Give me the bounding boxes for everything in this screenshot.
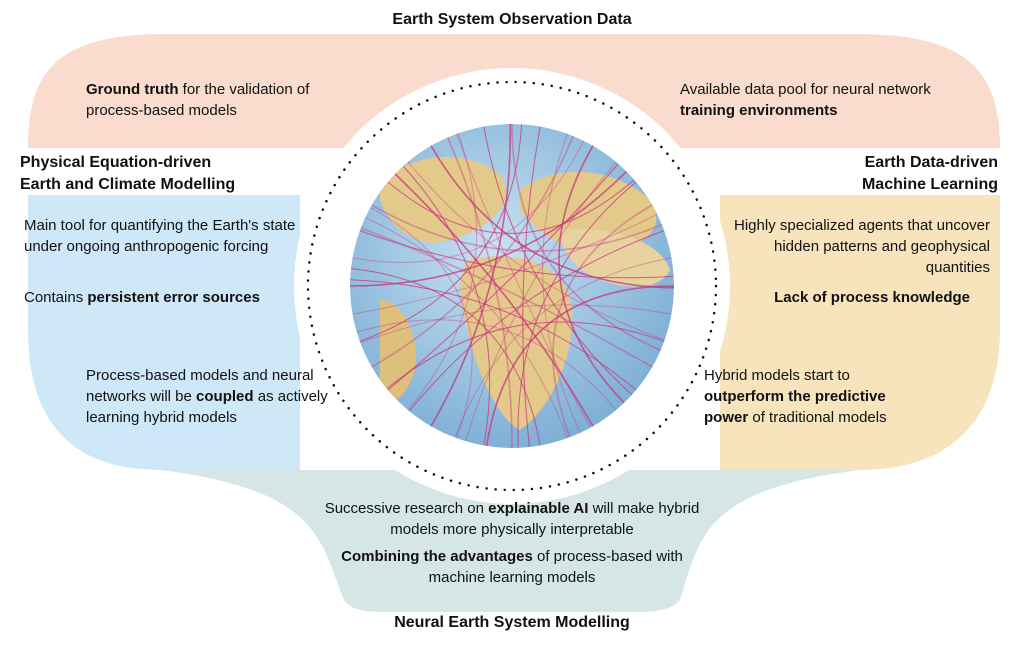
right-lower-pre: Hybrid models start to [704, 367, 850, 384]
network-chord [446, 137, 513, 448]
network-chord [522, 126, 541, 448]
network-chord [371, 135, 574, 368]
network-chord [394, 173, 594, 427]
left-upper-main: Main tool for quantifying the Earth's st… [24, 217, 296, 255]
left-upper-pre: Contains [24, 289, 88, 306]
left-heading: Physical Equation-driven Earth and Clima… [20, 152, 320, 196]
bottom-bold1: explainable AI [488, 500, 589, 517]
top-left-text: Ground truth for the validation of proce… [86, 79, 366, 121]
right-upper-lack: Lack of process knowledge [720, 287, 970, 308]
top-heading: Earth System Observation Data [392, 11, 632, 28]
left-upper-text: Main tool for quantifying the Earth's st… [24, 215, 304, 257]
network-chord [485, 285, 674, 447]
bottom-bold2: Combining the advantages [341, 548, 533, 565]
top-right-text: Available data pool for neural network t… [680, 79, 950, 121]
network-chord [352, 140, 584, 263]
network-chord [517, 181, 637, 448]
network-chord [356, 319, 617, 411]
left-upper-bold: persistent error sources [87, 289, 260, 306]
network-chord [483, 126, 633, 396]
dotted-ring [306, 80, 718, 492]
left-lower-text: Process-based models and neural networks… [86, 365, 356, 428]
neural-band [160, 470, 860, 612]
network-chord [456, 133, 591, 428]
bottom-text-1: Successive research on explainable AI wi… [312, 498, 712, 540]
left-heading-line1: Physical Equation-driven [20, 154, 212, 171]
network-chord [360, 227, 653, 368]
network-chord [370, 207, 473, 439]
right-upper-main: Highly specialized agents that uncover h… [734, 217, 990, 276]
right-lower-post: of traditional models [748, 409, 887, 426]
network-chord [371, 204, 663, 252]
right-upper-text: Highly specialized agents that uncover h… [734, 215, 990, 278]
bottom-text-2: Combining the advantages of process-base… [312, 546, 712, 588]
network-chord [364, 217, 568, 439]
left-upper-error: Contains persistent error sources [24, 287, 314, 308]
right-upper-bold: Lack of process knowledge [774, 289, 970, 306]
left-heading-line2: Earth and Climate Modelling [20, 176, 236, 193]
network-chord [350, 279, 637, 391]
network-chord [542, 133, 581, 434]
network-chord [359, 230, 674, 279]
top-right-bold: training environments [680, 102, 838, 119]
right-heading: Earth Data-driven Machine Learning [700, 152, 998, 196]
top-left-bold: Ground truth [86, 81, 179, 98]
network-chord [386, 321, 665, 390]
network-chord [402, 165, 491, 446]
network-chord [552, 204, 653, 438]
left-lower-bold: coupled [196, 388, 254, 405]
right-heading-line1: Earth Data-driven [864, 154, 998, 171]
bottom-post2: of process-based with machine learning m… [428, 548, 683, 586]
network-chord [350, 170, 628, 287]
right-heading-line2: Machine Learning [861, 176, 998, 193]
bottom-pre1: Successive research on [324, 500, 489, 517]
network-chord [511, 124, 661, 352]
network-chord [407, 133, 478, 411]
top-left-rest: for the validation of process-based mode… [86, 81, 310, 119]
network-chord [430, 124, 512, 427]
right-lower-text: Hybrid models start to outperform the pr… [704, 365, 924, 428]
bottom-heading: Neural Earth System Modelling [394, 614, 630, 631]
left-lower-pre: Process-based models and neural networks… [86, 367, 314, 405]
ml-band [720, 195, 1000, 470]
physical-band [28, 195, 300, 470]
network-lines [350, 124, 674, 448]
left-lower-post: as actively learning hybrid models [86, 388, 328, 426]
top-right-pre: Available data pool for neural network [680, 81, 931, 98]
network-chord [359, 124, 523, 342]
right-lower-bold: outperform the predictive power [704, 388, 886, 426]
network-chord [408, 230, 665, 412]
network-chord [352, 214, 658, 315]
network-chord [387, 163, 619, 391]
network-chord [454, 257, 672, 438]
network-chord [430, 145, 674, 289]
network-chord [387, 179, 635, 234]
network-chord [465, 161, 617, 442]
bottom-post1: will make hybrid models more physically … [390, 500, 700, 538]
